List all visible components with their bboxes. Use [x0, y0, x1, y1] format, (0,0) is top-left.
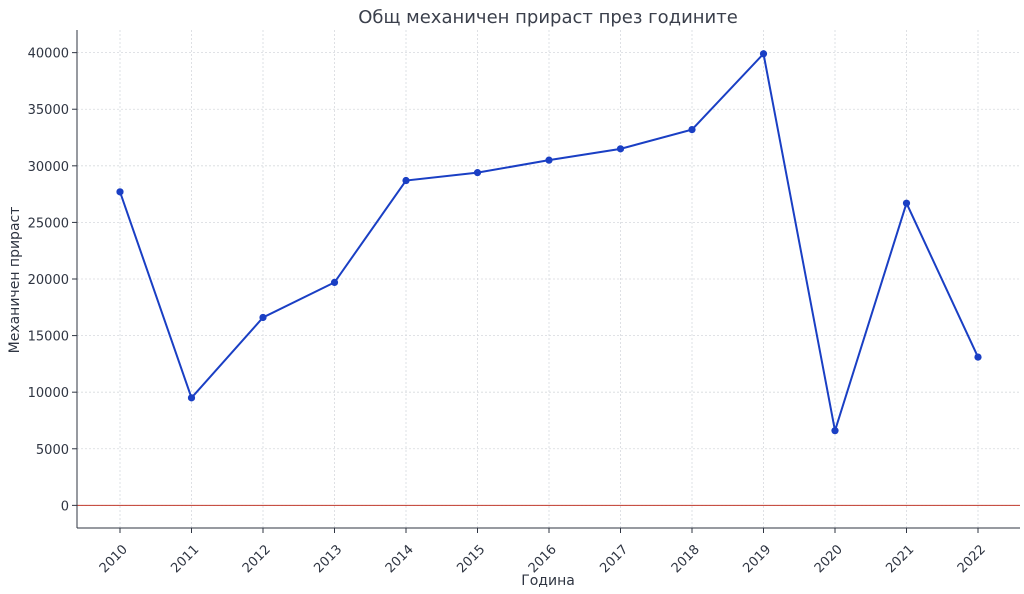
x-tick-label: 2021: [883, 542, 917, 576]
y-tick-label: 35000: [28, 103, 69, 118]
x-axis-ticks: 2010 2011 2012 2013 2014 2015 2016 2017 2018 2019…: [97, 528, 989, 576]
y-tick-label: 30000: [28, 160, 69, 175]
y-axis-label: Механичен прираст: [7, 207, 23, 354]
data-point: [330, 278, 339, 286]
data-point: [616, 145, 625, 153]
x-axis-label: Година: [521, 573, 575, 589]
x-tick-label: 2020: [812, 542, 846, 576]
y-axis-ticks: 0 5000 10000 15000 20000 25000 30000 35000 40000: [28, 47, 77, 514]
y-tick-label: 25000: [28, 216, 69, 231]
y-tick-label: 5000: [36, 443, 69, 458]
y-tick-label: 10000: [28, 386, 69, 401]
x-tick-label: 2015: [454, 542, 488, 576]
grid: [77, 30, 1020, 528]
data-point: [116, 188, 124, 196]
x-tick-label: 2017: [597, 542, 631, 576]
series: [116, 50, 982, 435]
y-tick-label: 0: [61, 499, 69, 514]
x-tick-label: 2011: [168, 542, 202, 576]
y-tick-label: 15000: [28, 330, 69, 345]
data-point: [759, 50, 768, 58]
x-tick-label: 2014: [383, 542, 417, 576]
data-point: [974, 353, 982, 361]
y-tick-label: 40000: [28, 47, 69, 62]
x-tick-label: 2016: [526, 542, 560, 576]
x-tick-label: 2013: [311, 542, 345, 576]
x-tick-label: 2010: [97, 542, 131, 576]
chart-title: Общ механичен прираст през годините: [358, 7, 738, 28]
data-point: [402, 176, 410, 185]
data-point: [902, 199, 911, 207]
x-tick-label: 2022: [955, 542, 989, 576]
x-tick-label: 2018: [669, 542, 703, 576]
data-point: [473, 169, 482, 177]
x-tick-label: 2019: [740, 542, 774, 576]
data-point: [831, 427, 839, 435]
x-tick-label: 2012: [240, 542, 274, 576]
data-point: [187, 394, 196, 402]
data-point: [259, 313, 267, 322]
y-tick-label: 20000: [28, 273, 69, 288]
data-point: [688, 126, 696, 134]
data-point: [545, 156, 553, 164]
